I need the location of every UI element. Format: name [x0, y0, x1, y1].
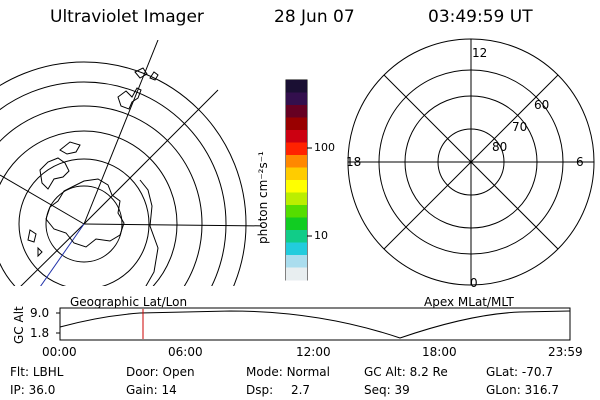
time-label: 03:49:59 UT	[428, 7, 533, 27]
altitude-plot	[56, 307, 571, 341]
mlt-label-18: 18	[346, 155, 362, 169]
lat-circle	[0, 105, 203, 286]
lon-line	[83, 89, 219, 225]
colorbar-unit-label: photon cm⁻²s⁻¹	[256, 151, 270, 244]
altitude-xtick-label: 12:00	[296, 345, 331, 359]
mlat-label-70: 70	[512, 120, 528, 134]
coastline	[117, 67, 159, 110]
date-label: 28 Jun 07	[274, 7, 355, 27]
lon-line	[0, 174, 85, 225]
coastline	[139, 179, 159, 286]
colorbar-cell	[286, 230, 307, 243]
lat-circle	[0, 61, 247, 286]
colorbar-cell	[286, 242, 307, 256]
instrument-title: Ultraviolet Imager	[50, 7, 204, 27]
status-gc-alt: GC Alt: 8.2 Re	[364, 365, 448, 379]
coastline	[45, 178, 125, 248]
status-glon: GLon: 316.7	[486, 383, 559, 397]
status-flt: Flt: LBHL	[10, 365, 64, 379]
status-glat: GLat: -70.7	[486, 365, 553, 379]
status-seq: Seq: 39	[364, 383, 410, 397]
colorbar-cell	[286, 117, 307, 131]
altitude-xtick-label: 00:00	[42, 345, 77, 359]
terminator-line	[40, 223, 85, 286]
colorbar-cell	[286, 92, 307, 106]
apex-polar-grid	[347, 38, 595, 286]
mlt-label-6: 6	[576, 155, 584, 169]
colorbar-cell	[286, 130, 307, 143]
mlt-label-12: 12	[472, 46, 488, 60]
colorbar-cell	[286, 180, 307, 193]
altitude-ytick-label: 1.8	[30, 326, 50, 340]
lat-circle	[18, 158, 150, 286]
mlat-label-80: 80	[492, 140, 508, 154]
mlt-line	[383, 74, 559, 250]
colorbar-cell	[286, 142, 307, 156]
lat-circle	[0, 81, 227, 286]
colorbar-cell	[286, 205, 307, 218]
colorbar-cell	[286, 105, 307, 118]
lon-line	[20, 223, 85, 286]
colorbar-cell	[286, 155, 307, 168]
color-bar	[285, 79, 312, 281]
altitude-ytick-label: 9.0	[30, 306, 50, 320]
mlat-label-60: 60	[534, 98, 550, 112]
lat-circle	[0, 130, 178, 286]
lon-line	[83, 40, 159, 225]
colorbar-cell	[286, 80, 307, 93]
geographic-caption: Geographic Lat/Lon	[70, 295, 188, 309]
geographic-map	[0, 40, 262, 286]
mlt-label-0: 0	[470, 276, 478, 290]
colorbar-cell	[286, 192, 307, 206]
status-mode: Mode: Normal	[246, 365, 330, 379]
lon-line	[83, 223, 262, 227]
altitude-curve	[59, 310, 571, 339]
altitude-xtick-label: 23:59	[548, 345, 583, 359]
coastline	[39, 141, 81, 190]
colorbar-cell	[286, 167, 307, 181]
colorbar-cell	[286, 267, 307, 281]
colorbar-tick-label: 10	[314, 229, 328, 242]
altitude-xtick-label: 06:00	[168, 345, 203, 359]
colorbar-tick-label: 100	[314, 141, 335, 154]
apex-caption: Apex MLat/MLT	[424, 295, 514, 309]
coastline	[27, 229, 43, 258]
status-ip: IP: 36.0	[10, 383, 56, 397]
altitude-xtick-label: 18:00	[422, 345, 457, 359]
status-gain: Gain: 14	[126, 383, 177, 397]
altitude-plot-frame	[59, 307, 571, 341]
status-door: Door: Open	[126, 365, 195, 379]
colorbar-cell	[286, 255, 307, 268]
colorbar-cell	[286, 217, 307, 231]
altitude-ylabel: GC Alt	[12, 306, 26, 344]
status-dsp: Dsp: 2.7	[246, 383, 311, 397]
